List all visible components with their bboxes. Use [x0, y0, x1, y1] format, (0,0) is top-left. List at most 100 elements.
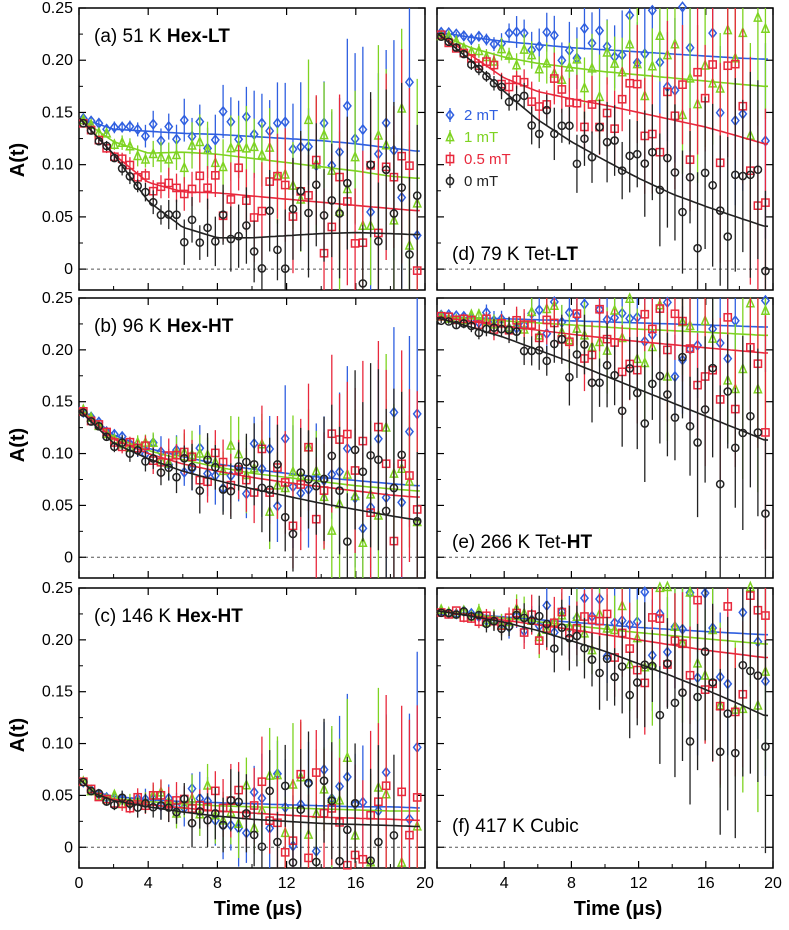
panel-e: (e) 266 K Tet-HT: [436, 292, 774, 579]
data-point: [171, 148, 182, 160]
data-point: [761, 509, 770, 518]
data-point: [288, 529, 298, 539]
data-point: [693, 438, 702, 447]
data-point: [617, 406, 627, 416]
y-tick-label: 0.20: [42, 632, 73, 649]
data-point: [761, 266, 770, 276]
data-point: [319, 128, 329, 140]
data-point: [374, 837, 383, 847]
data-point: [195, 806, 205, 816]
data-point: [288, 465, 298, 477]
data-point: [389, 209, 399, 218]
data-point: [242, 808, 251, 818]
data-point: [311, 180, 321, 190]
data-point: [397, 183, 407, 192]
data-point: [234, 462, 243, 471]
data-point: [335, 856, 344, 866]
data-point: [587, 655, 597, 664]
data-point: [512, 610, 521, 620]
data-point: [179, 237, 189, 247]
data-point: [761, 611, 770, 620]
data-point: [226, 438, 236, 450]
y-tick-label: 0.15: [42, 104, 73, 121]
data-point: [609, 57, 620, 68]
data-point: [565, 633, 574, 643]
data-point: [226, 195, 236, 204]
panel-c: 0 0.05 0.10 0.15 0.20 0.25 0 4 8 12 16 20 (c) 146 K …: [42, 580, 434, 892]
data-point: [156, 468, 166, 477]
data-point: [678, 80, 687, 89]
data-point: [595, 122, 604, 132]
data-point: [760, 22, 771, 33]
data-point: [412, 516, 422, 526]
data-point: [753, 428, 763, 437]
series-0mT: [436, 32, 770, 290]
data-point: [685, 172, 695, 182]
data-point: [723, 387, 733, 396]
data-point: [685, 737, 695, 746]
x-tick-label: 12: [278, 875, 296, 892]
y-tick-label: 0.10: [42, 446, 73, 463]
data-point: [496, 42, 507, 54]
data-point: [723, 232, 733, 241]
data-point: [381, 165, 391, 175]
data-point: [459, 49, 469, 59]
data-point: [78, 777, 88, 787]
data-point: [572, 350, 582, 359]
data-point: [549, 644, 559, 653]
data-point: [273, 245, 282, 255]
data-point: [760, 304, 771, 315]
series-0mT: [436, 298, 770, 578]
data-point: [595, 378, 604, 388]
data-point: [474, 30, 484, 43]
data-point: [218, 160, 228, 172]
data-point: [557, 623, 567, 632]
data-point: [242, 221, 251, 230]
data-point: [708, 60, 718, 69]
data-point: [647, 4, 657, 17]
data-point: [655, 614, 665, 623]
data-point: [412, 191, 422, 201]
y-tick-label: 0.15: [42, 394, 73, 411]
data-point: [655, 29, 665, 41]
y-tick-label: 0: [64, 839, 73, 856]
data-point: [542, 619, 552, 629]
data-point: [640, 419, 650, 428]
data-point: [685, 344, 695, 353]
data-point: [738, 660, 748, 670]
data-point: [647, 379, 657, 389]
data-point: [265, 786, 275, 796]
data-point: [397, 450, 407, 460]
legend-marker: [445, 154, 455, 164]
series-0mT: [78, 82, 422, 290]
data-point: [257, 148, 267, 160]
data-point: [595, 616, 604, 626]
data-point: [381, 781, 391, 791]
data-point: [482, 72, 491, 81]
data-point: [203, 183, 212, 193]
y-axis-title-top: A(t): [7, 143, 29, 177]
data-point: [723, 709, 733, 718]
series-0mT: [78, 363, 422, 578]
data-point: [534, 129, 544, 139]
panel-label-text: (a) 51 K: [94, 26, 167, 47]
data-point: [602, 45, 612, 57]
data-point: [218, 210, 228, 220]
data-point: [179, 189, 189, 199]
data-point: [489, 38, 499, 50]
fit-line: [436, 32, 769, 228]
data-point: [242, 457, 251, 467]
data-point: [527, 616, 537, 626]
data-point: [179, 453, 189, 463]
x-tick-label: 20: [764, 875, 782, 892]
panel-label-text: (f) 417 K Cubic: [452, 816, 579, 837]
data-point: [273, 171, 282, 181]
data-point: [715, 479, 725, 489]
data-point: [296, 468, 306, 477]
data-point: [519, 613, 529, 623]
data-point: [497, 624, 506, 634]
data-point: [280, 116, 290, 128]
data-point: [327, 796, 337, 806]
data-point: [226, 141, 236, 153]
data-point: [288, 204, 298, 214]
